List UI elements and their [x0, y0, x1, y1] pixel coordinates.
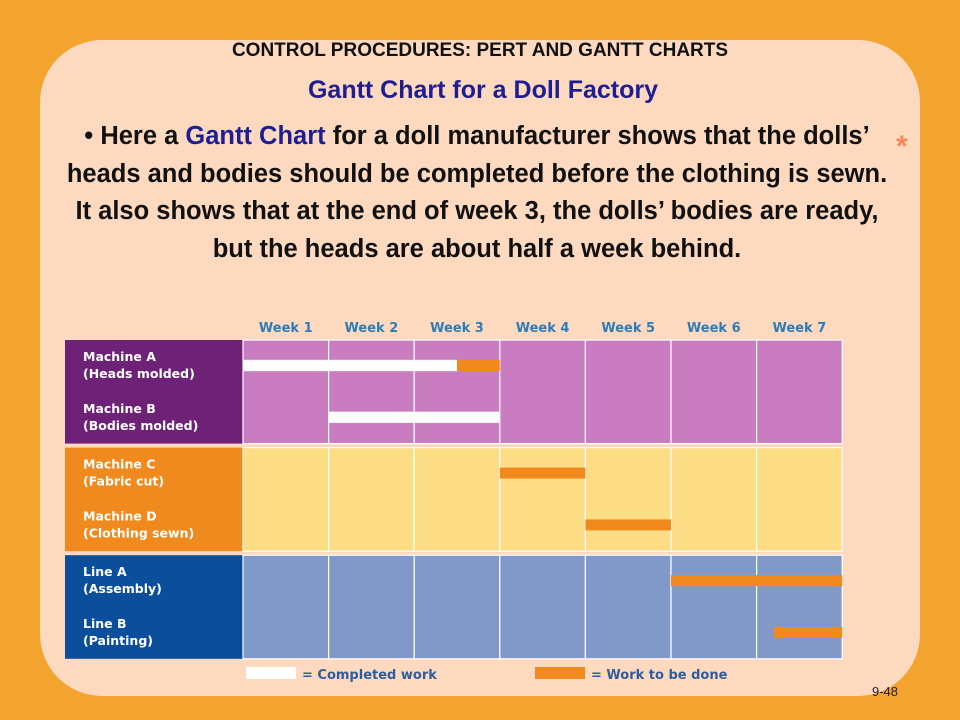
todo-bar — [457, 360, 500, 371]
row-label: (Heads molded) — [83, 366, 195, 381]
row-label: Machine D — [83, 508, 157, 523]
week-label: Week 3 — [430, 321, 484, 336]
week-label: Week 6 — [687, 321, 741, 336]
week-label: Week 5 — [601, 321, 655, 336]
week-cell — [584, 554, 672, 660]
week-cell — [755, 447, 843, 552]
row-label: Machine C — [83, 457, 155, 472]
slide-subtitle: Gantt Chart for a Doll Factory — [307, 76, 659, 104]
week-cell — [328, 447, 415, 552]
row-label: Machine A — [83, 349, 156, 364]
week-cell — [242, 339, 330, 445]
row-label: (Fabric cut) — [83, 474, 164, 489]
week-cell — [499, 447, 586, 552]
week-cell — [328, 339, 415, 445]
bullet-glyph: • — [84, 122, 94, 150]
completed-bar — [328, 411, 501, 424]
todo-bar — [585, 519, 671, 531]
row-label: (Painting) — [83, 633, 153, 648]
week-cell — [242, 447, 330, 552]
slide-header: CONTROL PROCEDURES: PERT AND GANTT CHART… — [231, 40, 729, 61]
legend-label: = Work to be done — [591, 668, 728, 683]
group-label-block — [65, 555, 243, 659]
todo-bar — [499, 467, 586, 479]
row-label: (Clothing sewn) — [83, 525, 194, 540]
week-label: Week 7 — [773, 321, 827, 336]
week-cell — [328, 554, 415, 660]
legend-label: = Completed work — [302, 668, 437, 683]
completed-bar — [242, 359, 458, 372]
row-label: (Bodies molded) — [83, 418, 198, 433]
todo-bar — [671, 575, 843, 587]
row-label: (Assembly) — [83, 581, 162, 596]
row-label: Line B — [83, 616, 127, 631]
todo-bar — [773, 627, 843, 638]
star-icon: * — [896, 130, 908, 163]
week-label: Week 1 — [259, 321, 313, 336]
row-label: Machine B — [83, 401, 156, 416]
week-cell — [242, 554, 330, 660]
body-text-highlight: Gantt Chart — [185, 122, 326, 150]
group-label-block — [65, 447, 243, 552]
week-cell — [755, 554, 843, 660]
row-label: Line A — [83, 564, 127, 579]
week-cell — [584, 447, 672, 552]
week-cell — [413, 339, 501, 445]
week-cell — [670, 339, 758, 445]
week-cell — [499, 339, 586, 445]
group-label-block — [65, 340, 243, 444]
body-paragraph: • Here a Gantt Chart for a doll manufact… — [62, 118, 892, 268]
week-cell — [670, 447, 758, 552]
legend-swatch — [535, 667, 585, 679]
legend-swatch — [246, 667, 296, 679]
body-text-part2: for a doll manufacturer shows that the d… — [66, 122, 888, 263]
week-label: Week 2 — [345, 321, 399, 336]
week-cell — [670, 554, 758, 660]
week-label: Week 4 — [516, 321, 570, 336]
slide-number: 9-48 — [872, 684, 899, 699]
week-cell — [499, 554, 586, 660]
week-cell — [413, 554, 501, 660]
body-text-part1: Here a — [100, 122, 186, 150]
week-cell — [755, 339, 843, 445]
week-cell — [584, 339, 672, 445]
week-cell — [413, 447, 501, 552]
